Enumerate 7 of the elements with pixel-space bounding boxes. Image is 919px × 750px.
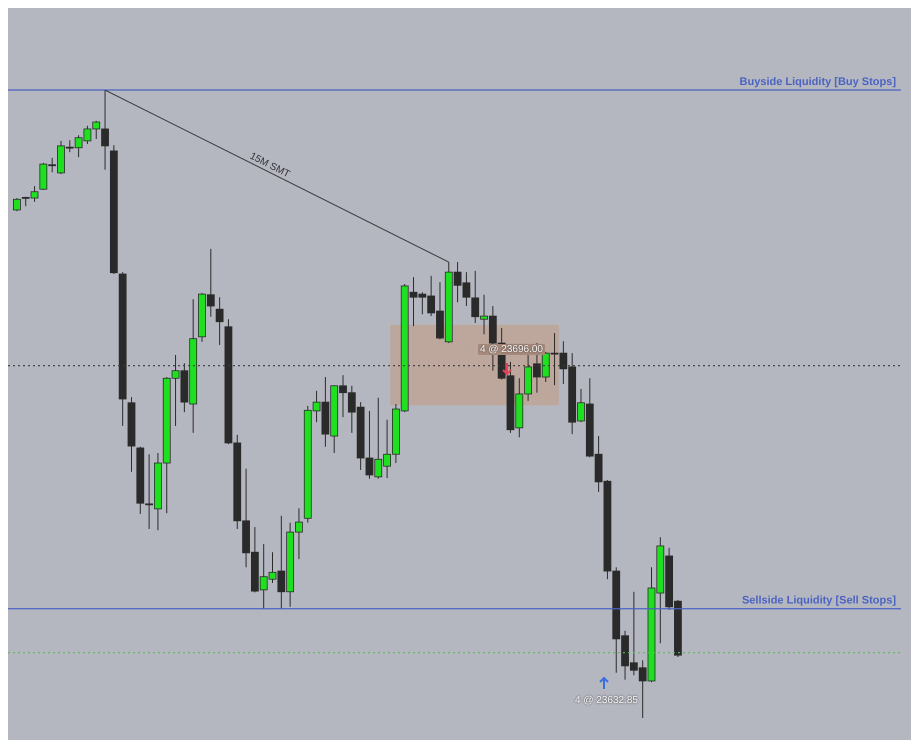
- candlestick: [216, 296, 224, 346]
- candlestick: [13, 198, 21, 212]
- annotation: 15M SMT: [248, 150, 292, 180]
- annotation: 4 @ 23696.00: [478, 344, 545, 355]
- annotation: 4 @ 23632.85: [575, 695, 638, 706]
- ref-line-label: Buyside Liquidity [Buy Stops]: [740, 76, 896, 88]
- ref-line-label: Sellside Liquidity [Sell Stops]: [742, 594, 896, 607]
